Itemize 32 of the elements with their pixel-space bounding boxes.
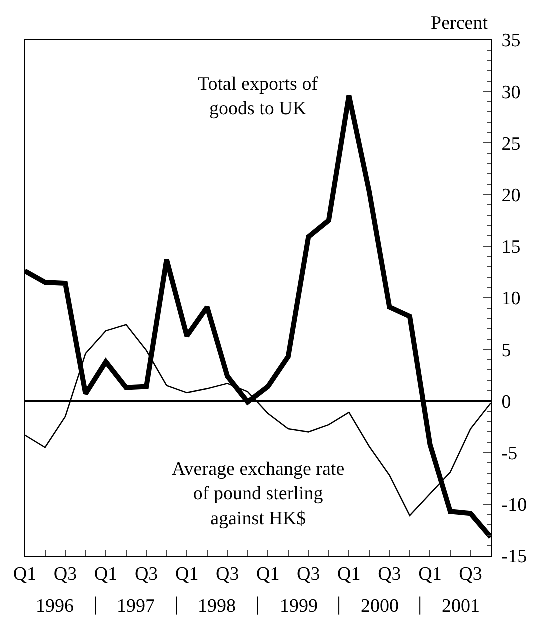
text: 2001 [442,596,480,617]
x-tick-label: Q3 [459,564,482,585]
y-tick-label: 20 [502,185,521,206]
text: 1996 [36,596,74,617]
y-tick-label: -10 [502,495,528,516]
text: 1997 [117,596,155,617]
y-tick-label: -15 [502,546,528,568]
y-tick-label: 0 [502,392,512,413]
x-tick-label: Q3 [54,564,78,585]
x-tick-label: Q1 [94,564,118,585]
text: 1998 [198,596,236,617]
text: 1999 [280,596,318,617]
x-tick-label: Q1 [418,564,442,585]
series-label: Total exports of goods to UK [198,74,319,120]
y-tick-label: 25 [502,134,521,155]
x-tick-label: Q3 [378,564,402,585]
x-tick-label: Q1 [256,564,280,585]
y-tick-label: 30 [502,82,521,104]
y-tick-label: 35 [502,30,521,52]
series-label: Average exchange rate of pound sterling against HK$ [172,459,345,530]
y-tick-label: 5 [502,340,512,362]
x-tick-label: Q1 [175,564,199,585]
x-tick-label: Q1 [13,564,37,585]
y-tick-label: -5 [502,443,518,464]
y-tick-label: 10 [502,288,521,310]
x-tick-label: Q3 [134,564,158,585]
x-tick-label: Q3 [297,564,320,585]
y-axis-title: Percent [431,13,489,34]
text: 2000 [361,596,399,617]
y-tick-label: 15 [502,237,521,258]
x-tick-label: Q1 [338,564,361,585]
x-tick-label: Q3 [216,564,240,585]
